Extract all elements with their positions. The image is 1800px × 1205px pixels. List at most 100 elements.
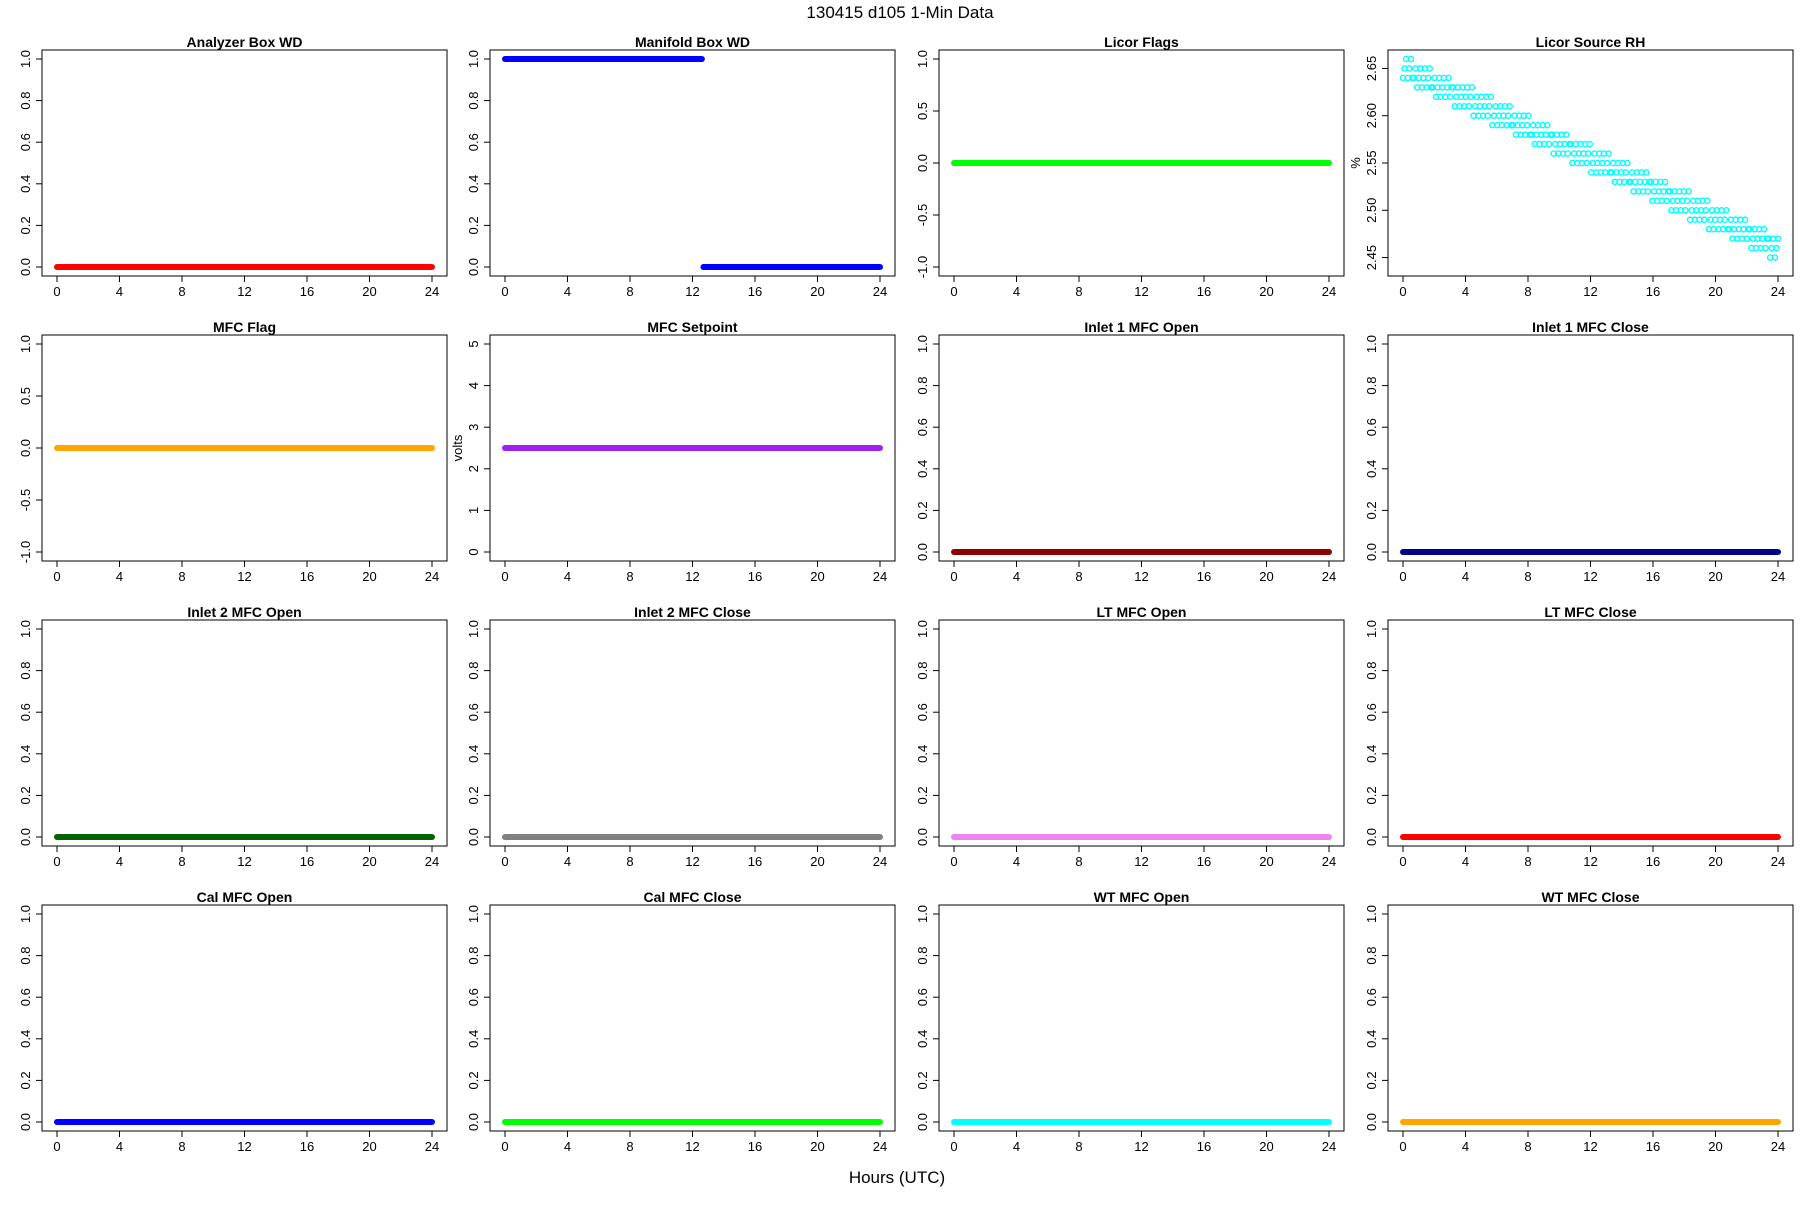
y-tick-label: 2 [466, 465, 481, 472]
panel-title: MFC Flag [213, 319, 276, 335]
data-point [1446, 93, 1454, 101]
y-tick-label: 4 [466, 382, 481, 389]
x-tick-label: 12 [237, 854, 251, 869]
x-tick-label: 16 [1197, 1139, 1211, 1154]
panel-frame [1387, 334, 1794, 562]
data-point [1586, 140, 1594, 148]
y-tick-label: 0.6 [466, 988, 481, 1006]
x-tick-label: 16 [300, 284, 314, 299]
y-tick-label: 0.8 [915, 947, 930, 965]
data-point [1545, 140, 1553, 148]
x-tick-label: 8 [626, 569, 633, 584]
panel-4: MFC Flag 0 4 8 12 16 20 24 -1.0 -0.5 0.0 0.5 1.0 [18, 319, 448, 584]
y-tick-label: 0.8 [1364, 662, 1379, 680]
y-axis-label: % [1348, 157, 1363, 169]
x-tick-label: 0 [53, 854, 60, 869]
x-tick-label: 20 [362, 854, 376, 869]
y-tick-label: 2.65 [1364, 56, 1379, 81]
data-point [1467, 93, 1474, 101]
data-point [1485, 102, 1493, 110]
data-point [1506, 102, 1513, 110]
y-tick-label: 0.5 [18, 387, 33, 405]
panel-title: MFC Setpoint [647, 319, 738, 335]
y-tick-label: 3 [466, 424, 481, 431]
data-point [1484, 112, 1492, 120]
x-tick-label: 0 [950, 854, 957, 869]
panel-10: LT MFC Open 0 4 8 12 16 20 24 0.0 0.2 0.4 0.6 0.8 1.0 [915, 604, 1345, 869]
x-tick-label: 8 [1524, 854, 1531, 869]
y-tick-label: 1.0 [18, 335, 33, 353]
x-tick-label: 12 [237, 569, 251, 584]
y-tick-label: 0.4 [915, 1030, 930, 1048]
x-tick-label: 0 [950, 1139, 957, 1154]
panel-title: Inlet 2 MFC Open [187, 604, 301, 620]
x-tick-label: 0 [53, 284, 60, 299]
x-tick-label: 12 [1134, 1139, 1148, 1154]
panel-title: WT MFC Open [1094, 889, 1190, 905]
y-tick-label: 0.4 [466, 1030, 481, 1048]
x-tick-label: 12 [1583, 284, 1597, 299]
data-point [1424, 74, 1432, 82]
x-tick-label: 20 [362, 1139, 376, 1154]
y-tick-label: 0.0 [915, 154, 930, 172]
data-point [1722, 206, 1730, 214]
data-point [1762, 244, 1769, 252]
x-tick-label: 0 [950, 569, 957, 584]
panel-frame [938, 904, 1345, 1132]
data-point [1523, 121, 1531, 129]
y-tick-label: 1.0 [915, 620, 930, 638]
x-tick-label: 12 [1583, 1139, 1597, 1154]
panel-frame [1387, 619, 1794, 847]
y-tick-label: 0.2 [1364, 1071, 1379, 1089]
panel-title: Licor Flags [1104, 34, 1179, 50]
x-tick-label: 8 [178, 1139, 185, 1154]
x-tick-label: 0 [501, 1139, 508, 1154]
x-tick-label: 12 [237, 1139, 251, 1154]
y-tick-label: 1.0 [466, 905, 481, 923]
x-tick-label: 4 [564, 854, 571, 869]
panel-title: Inlet 1 MFC Open [1084, 319, 1198, 335]
x-tick-label: 12 [237, 284, 251, 299]
data-point [1465, 102, 1473, 110]
x-tick-label: 24 [873, 284, 887, 299]
data-point [1562, 131, 1570, 138]
y-tick-label: 0.6 [18, 703, 33, 721]
panel-title: Manifold Box WD [635, 34, 750, 50]
y-tick-label: 0.2 [1364, 786, 1379, 804]
panel-13: Cal MFC Close 0 4 8 12 16 20 24 0.0 0.2 0.4 0.6 0.8 1… [466, 889, 896, 1154]
data-point [1603, 159, 1611, 167]
x-tick-label: 16 [1197, 854, 1211, 869]
y-tick-label: 0.4 [1364, 1030, 1379, 1048]
y-tick-label: 0.8 [18, 662, 33, 680]
y-tick-label: 0.8 [915, 662, 930, 680]
x-tick-label: 8 [1075, 284, 1082, 299]
x-tick-label: 4 [1462, 854, 1469, 869]
y-tick-label: 2.60 [1364, 103, 1379, 128]
y-tick-label: 0.0 [915, 1113, 930, 1131]
data-point [1544, 121, 1551, 129]
data-point [1504, 112, 1512, 120]
y-tick-label: -0.5 [18, 489, 33, 511]
panel-title: LT MFC Open [1097, 604, 1187, 620]
x-tick-label: 8 [626, 854, 633, 869]
x-tick-label: 12 [685, 284, 699, 299]
panel-frame [41, 904, 448, 1132]
y-tick-label: 0.8 [1364, 377, 1379, 395]
x-tick-label: 8 [626, 1139, 633, 1154]
y-tick-label: 0.6 [1364, 988, 1379, 1006]
x-tick-label: 4 [116, 284, 123, 299]
x-tick-label: 8 [1524, 569, 1531, 584]
x-tick-label: 24 [425, 1139, 439, 1154]
data-point [1426, 65, 1433, 72]
y-tick-label: 0.0 [18, 258, 33, 276]
data-point [1704, 197, 1711, 205]
x-tick-label: 16 [748, 854, 762, 869]
y-tick-label: 0.0 [18, 1113, 33, 1131]
data-point [1624, 159, 1631, 167]
x-tick-label: 24 [1322, 1139, 1336, 1154]
data-point [1771, 254, 1779, 261]
x-tick-label: 16 [300, 1139, 314, 1154]
data-point [1445, 74, 1452, 82]
y-tick-label: 0.0 [466, 828, 481, 846]
